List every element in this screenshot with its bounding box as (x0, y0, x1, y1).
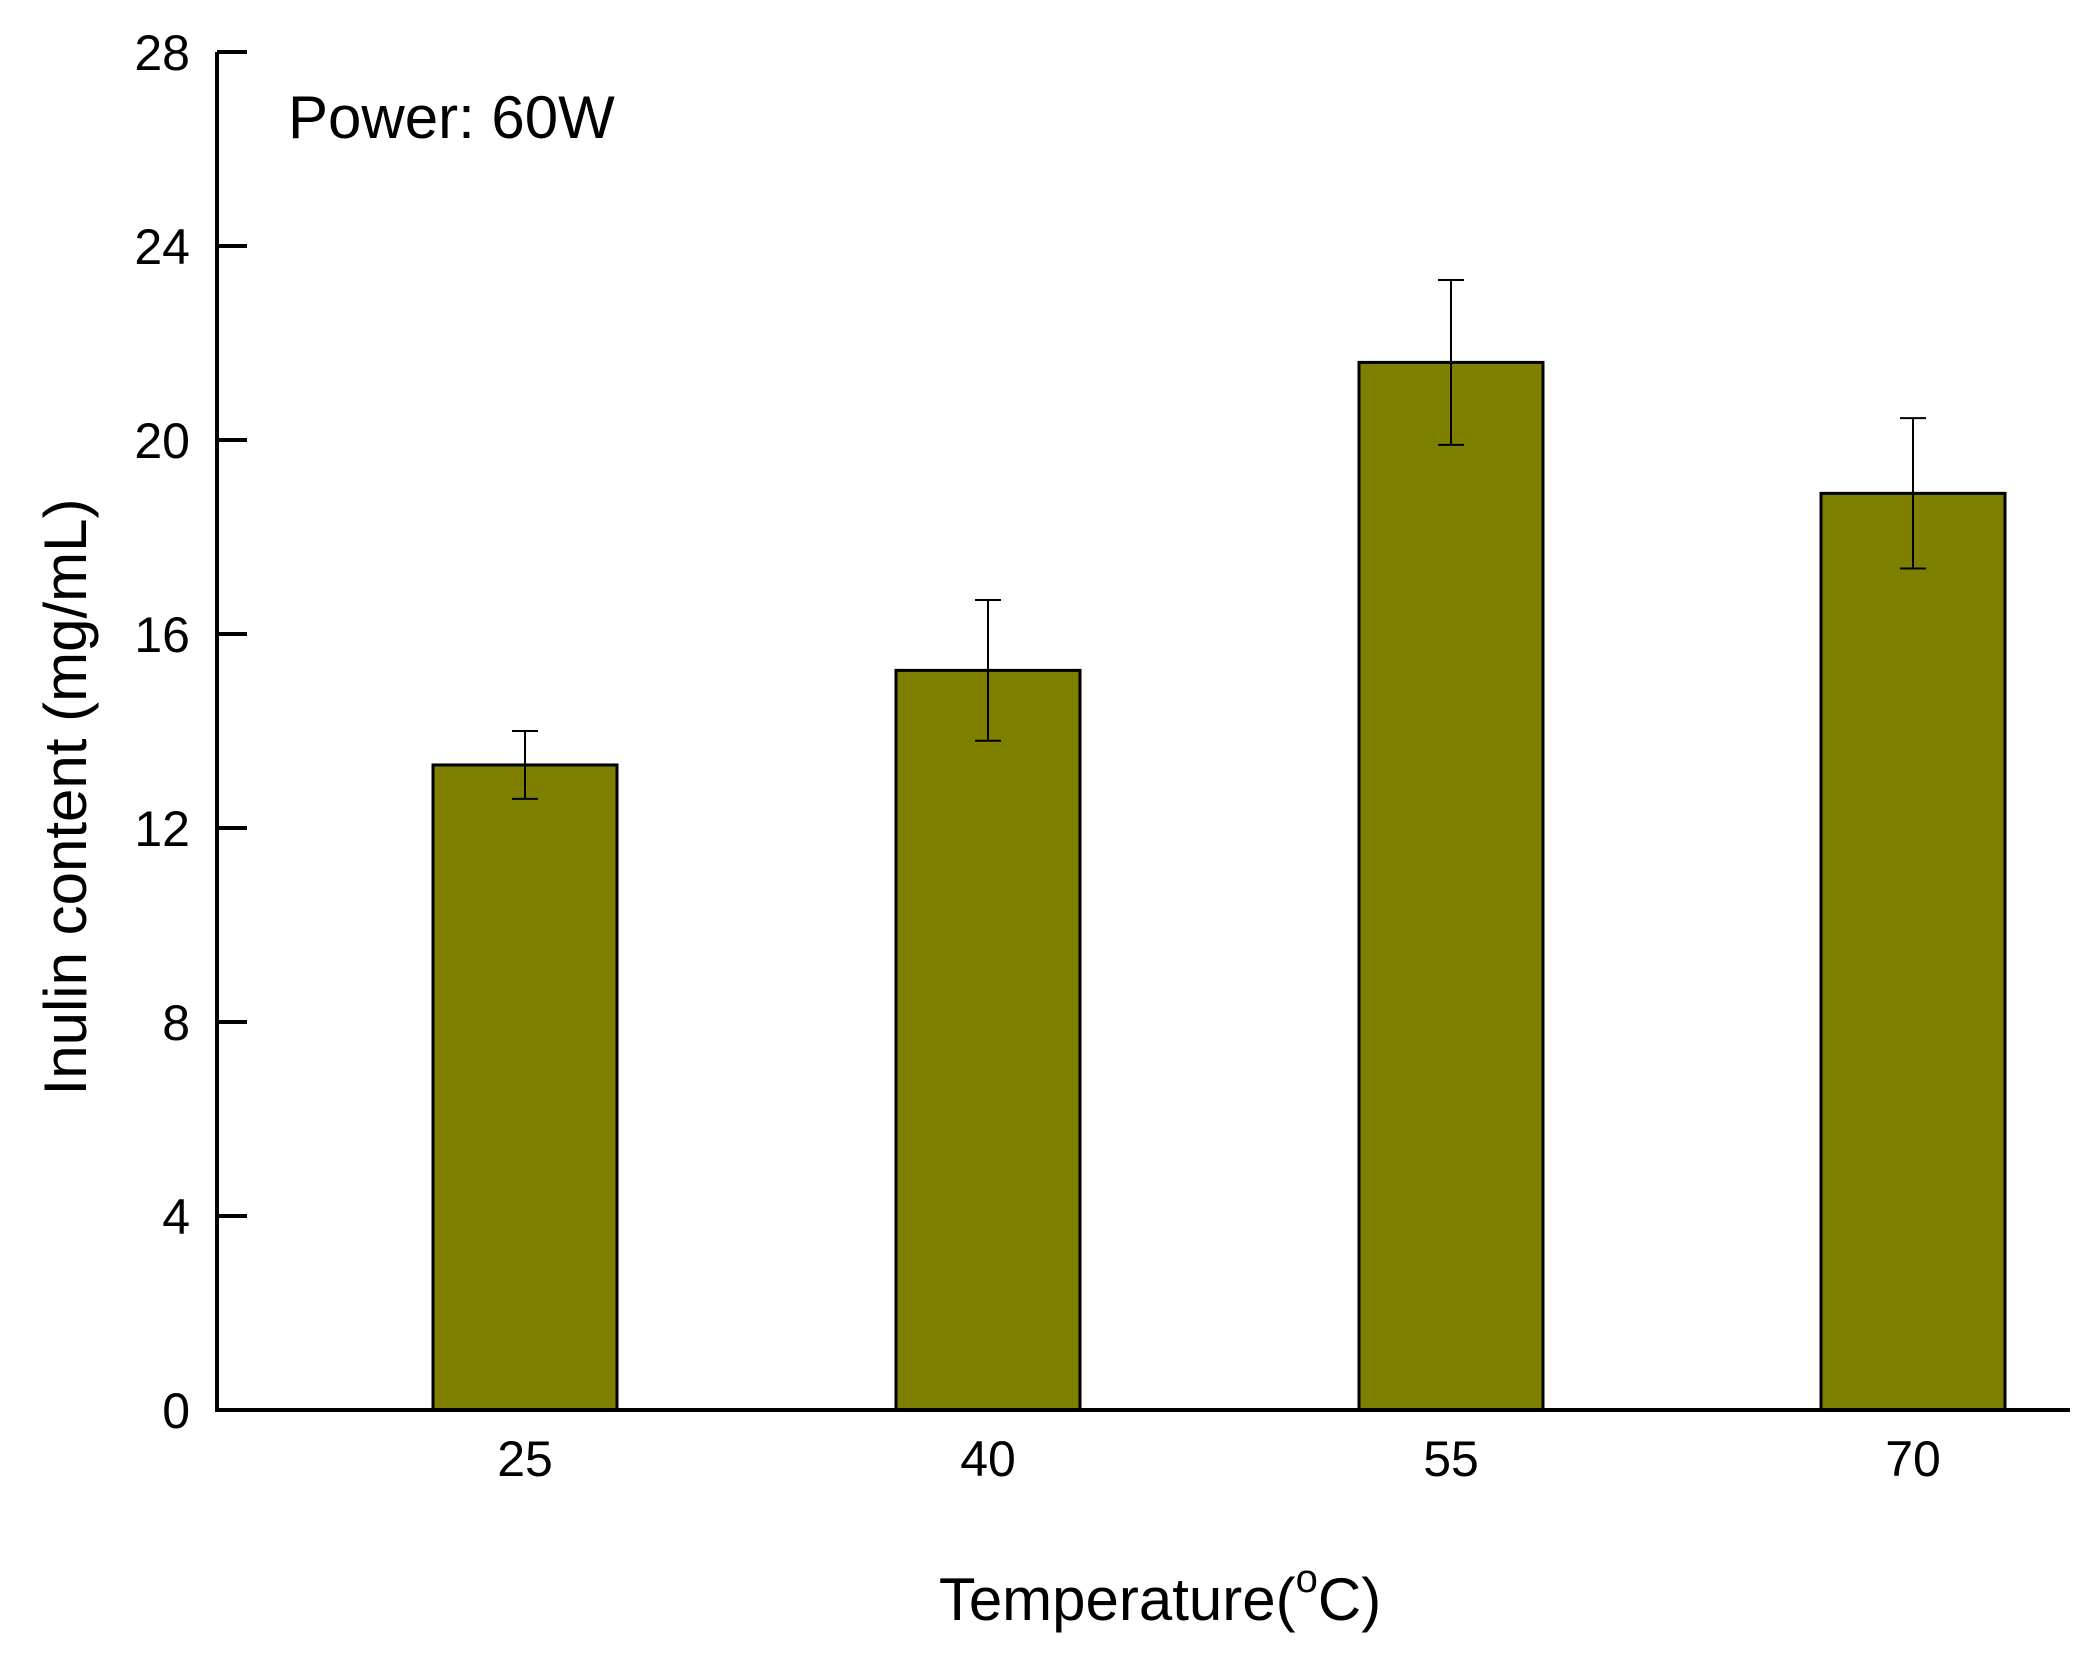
bars (431, 360, 2007, 1412)
y-tick-label: 8 (162, 995, 190, 1051)
y-axis-ticks: 0 4 8 12 16 20 24 28 (134, 25, 247, 1439)
x-axis-title-main: Temperature( (939, 1566, 1296, 1633)
bar-40 (894, 668, 1082, 1412)
error-bar-70 (1900, 417, 1926, 570)
x-tick-label-70: 70 (1885, 1431, 1941, 1487)
y-tick-label: 20 (134, 413, 190, 469)
x-axis-tick-labels: 25 40 55 70 (497, 1431, 1941, 1487)
error-bar-25 (512, 730, 538, 800)
x-axis-title-unit: C) (1318, 1566, 1381, 1633)
y-axis-title: Inulin content (mg/mL) (32, 499, 99, 1096)
power-annotation: Power: 60W (288, 84, 615, 151)
x-axis-title: Temperature(oC) (939, 1557, 1381, 1633)
error-bar-40 (975, 599, 1001, 742)
x-tick-label-25: 25 (497, 1431, 553, 1487)
y-tick-label: 16 (134, 607, 190, 663)
bar-55 (1357, 360, 1545, 1412)
bar-25 (431, 763, 619, 1412)
y-tick-label: 12 (134, 801, 190, 857)
error-bar-55 (1438, 278, 1464, 446)
x-tick-label-40: 40 (960, 1431, 1016, 1487)
y-tick-label: 0 (162, 1383, 190, 1439)
bar-70 (1819, 491, 2007, 1412)
x-axis-title-degree: o (1296, 1557, 1318, 1601)
error-bars (512, 278, 1926, 800)
y-tick-label: 4 (162, 1189, 190, 1245)
y-tick-label: 28 (134, 25, 190, 81)
x-tick-label-55: 55 (1423, 1431, 1479, 1487)
y-tick-label: 24 (134, 219, 190, 275)
